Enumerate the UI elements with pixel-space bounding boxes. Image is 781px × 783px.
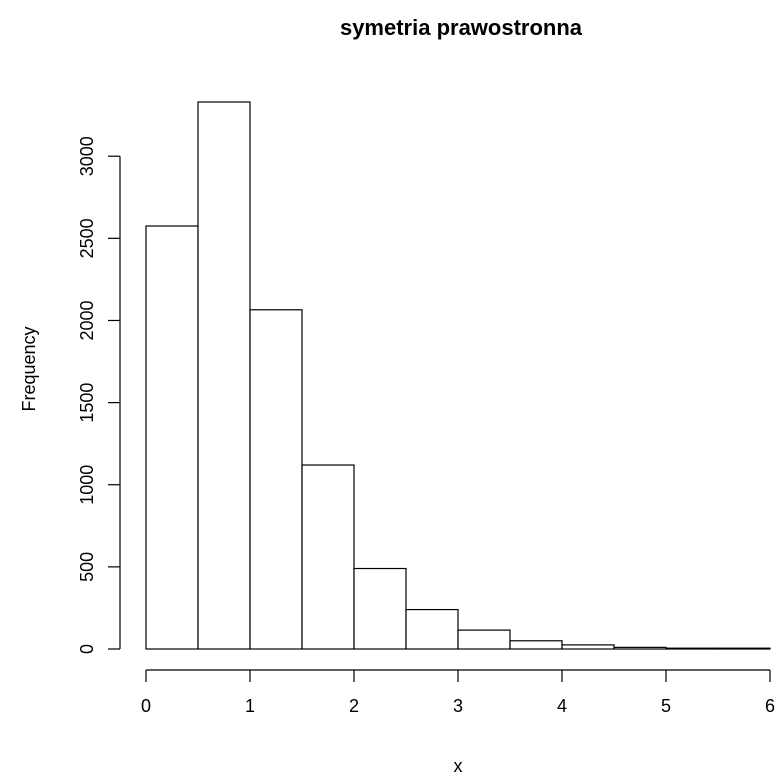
histogram-bar: [145, 225, 199, 650]
x-axis: 0 1 2 3 4 5 6: [141, 669, 775, 716]
histogram-bar: [249, 309, 303, 650]
x-axis-label: x: [454, 756, 463, 776]
bars-group: [145, 101, 771, 650]
x-tick-label: 3: [453, 696, 463, 716]
histogram-bar: [717, 647, 771, 650]
histogram-bar: [509, 640, 563, 650]
x-tick-label: 1: [245, 696, 255, 716]
histogram-bar: [405, 608, 459, 650]
histogram-bar: [353, 567, 407, 650]
histogram-bar: [665, 647, 719, 650]
x-tick-label: 5: [661, 696, 671, 716]
y-tick-label: 1000: [77, 465, 97, 505]
chart-title: symetria prawostronna: [340, 15, 583, 40]
y-tick-label: 500: [77, 552, 97, 582]
y-tick-label: 1500: [77, 383, 97, 423]
histogram-bar: [457, 629, 511, 650]
y-tick-label: 2000: [77, 300, 97, 340]
histogram-bar: [301, 464, 355, 650]
x-tick-label: 4: [557, 696, 567, 716]
y-axis-label: Frequency: [19, 326, 39, 411]
y-tick-label: 0: [77, 644, 97, 654]
x-tick-label: 2: [349, 696, 359, 716]
x-tick-label: 6: [765, 696, 775, 716]
histogram-bar: [561, 644, 615, 650]
histogram-bar: [613, 646, 667, 650]
histogram-bar: [197, 101, 251, 650]
y-tick-label: 2500: [77, 218, 97, 258]
x-tick-label: 0: [141, 696, 151, 716]
y-axis: 0 500 1000 1500 2000 2500 3000: [77, 136, 121, 654]
y-tick-label: 3000: [77, 136, 97, 176]
